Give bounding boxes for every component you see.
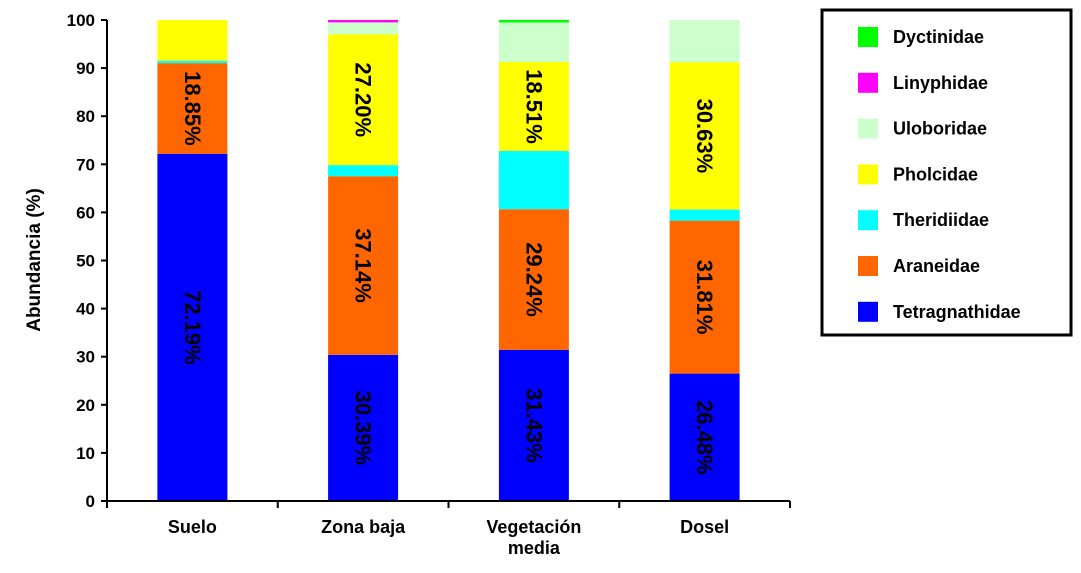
bar-segment-tetragnathidae [157,153,228,502]
y-tick-label: 80 [76,107,95,126]
bar-segment-tetragnathidae [669,373,740,501]
legend: Dyctinidae Linyphidae Uloboridae Pholcidae T… [820,8,1073,337]
y-tick-label: 50 [76,252,95,271]
y-tick-label: 30 [76,348,95,367]
y-tick-label: 20 [76,396,95,415]
bar-segment-araneidae [157,63,228,154]
x-category-label: Zona baja [321,517,406,537]
legend-entry-label: Araneidae [893,256,980,276]
legend-swatch [858,27,878,47]
bar-segment-pholcidae [498,61,569,151]
axes-layer: 0 10 20 30 40 50 60 70 80 90 100 Suelo Zona baja Vege… [67,11,791,558]
data-label: 31.81% [692,260,717,335]
bar-segment-uloboridae [498,22,569,62]
bar-segment-uloboridae [328,22,399,35]
bar-segment-araneidae [669,220,740,374]
y-axis-title: Abundancia (%) [24,188,45,332]
y-tick-label: 0 [86,492,95,511]
data-label: 37.14% [351,228,376,303]
data-labels-layer: 72.19% 18.85% 30.39% 37.14% 27.20% 31.43% 29.2… [180,62,717,474]
legend-swatch [858,164,878,185]
bar-segment-tetragnathidae [498,349,569,501]
legend-entry-label: Dyctinidae [893,27,984,47]
bar-segment-theridiidae [157,60,228,64]
bar-segment-pholcidae [669,62,740,210]
legend-swatch [858,118,878,139]
data-label: 18.51% [521,69,546,144]
y-tick-label: 10 [76,444,95,463]
legend-swatch [858,301,878,322]
legend-entry-label: Tetragnathidae [893,302,1021,322]
data-label: 18.85% [180,71,205,146]
bar-segment-linyphidae [328,20,399,23]
y-tick-label: 70 [76,155,95,174]
legend-entry-label: Uloboridae [893,119,987,139]
bars-layer [157,20,740,502]
bar-segment-theridiidae [328,165,399,177]
bar-segment-araneidae [498,209,569,350]
bar-segment-theridiidae [498,151,569,210]
legend-swatch [858,210,878,231]
bar-segment-uloboridae [669,20,740,63]
data-label: 26.48% [692,400,717,475]
data-label: 27.20% [351,62,376,137]
data-label: 29.24% [521,242,546,317]
bar-segment-theridiidae [669,209,740,221]
y-tick-label: 60 [76,203,95,222]
data-label: 31.43% [521,388,546,463]
x-category-label: media [508,538,561,558]
data-label: 30.39% [351,391,376,466]
bar-segment-araneidae [328,176,399,355]
y-axis-title-group: Abundancia (%) [24,188,45,332]
bar-segment-pholcidae [328,34,399,166]
legend-swatch [858,72,878,93]
bar-segment-pholcidae [157,20,228,61]
y-tick-label: 90 [76,59,95,78]
legend-entry-label: Linyphidae [893,73,988,93]
x-category-label: Vegetación [486,517,581,537]
data-label: 30.63% [692,99,717,174]
y-tick-label: 40 [76,300,95,319]
y-tick-label: 100 [67,11,95,30]
x-category-label: Suelo [168,517,217,537]
legend-entry-label: Pholcidae [893,164,978,184]
legend-entry-label: Theridiidae [893,210,989,230]
x-category-label: Dosel [680,517,729,537]
data-label: 72.19% [180,290,205,365]
legend-swatch [858,256,878,276]
bar-segment-tetragnathidae [328,354,399,501]
bar-segment-dyctinidae [498,20,569,23]
